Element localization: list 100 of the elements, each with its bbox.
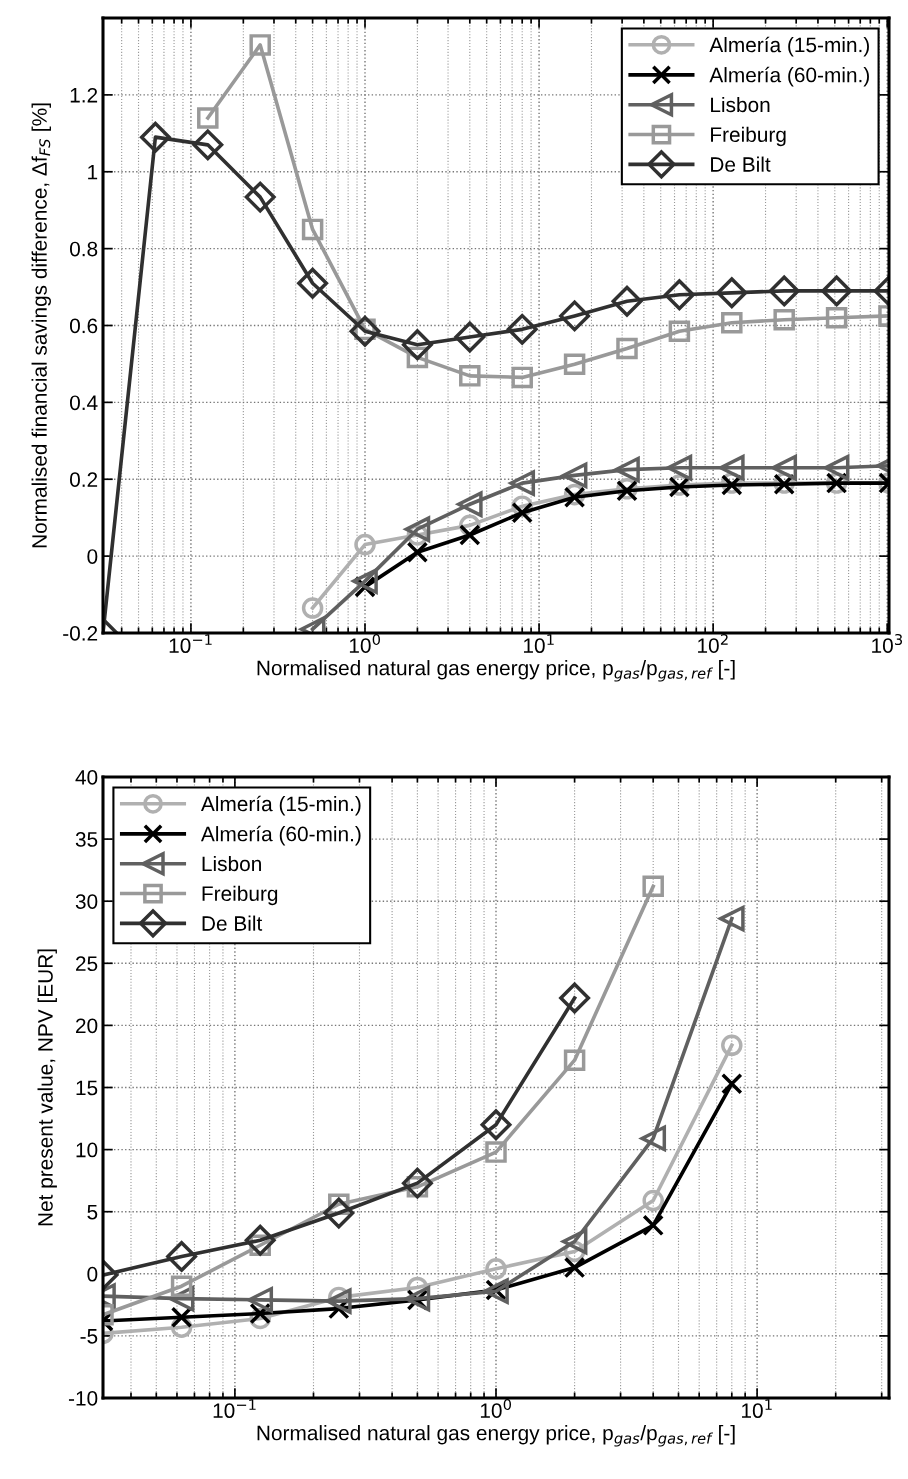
point	[197, 107, 219, 129]
point	[352, 568, 378, 594]
point	[663, 279, 695, 311]
point	[563, 353, 586, 376]
point	[297, 267, 329, 299]
point	[459, 365, 481, 387]
point	[773, 308, 795, 331]
x-tick-label: 10$^{0}$	[480, 1399, 512, 1418]
point	[721, 1073, 743, 1095]
point	[509, 470, 536, 496]
y-tick-label: -5	[80, 1329, 98, 1344]
point	[642, 1214, 664, 1237]
x-tick-label: 10$^{2}$	[698, 634, 728, 653]
point	[511, 501, 533, 524]
point	[511, 366, 533, 389]
point	[166, 1240, 198, 1272]
point	[456, 491, 483, 518]
point	[244, 181, 276, 213]
x-tick-label: 10$^{3}$	[872, 634, 903, 653]
point	[559, 1227, 588, 1256]
point	[823, 454, 850, 481]
y-tick-label: 1.2	[70, 87, 98, 103]
y-tick-label: 0.2	[69, 472, 98, 487]
legend-label: Lisbon	[711, 96, 770, 113]
point	[401, 329, 433, 361]
point	[718, 454, 745, 481]
legend-label: Freiburg	[202, 885, 278, 906]
point	[139, 121, 171, 153]
point	[454, 321, 486, 353]
y-tick-label: 15	[76, 1080, 98, 1096]
y-tick-label: 25	[76, 956, 98, 972]
point	[716, 277, 748, 309]
legend-label: Almería (60-min.)	[709, 66, 869, 87]
point	[401, 1167, 433, 1199]
point	[640, 1125, 667, 1152]
y-tick-label: 35	[75, 832, 98, 847]
point	[244, 1224, 276, 1256]
legend-label: Lisbon	[202, 855, 261, 872]
point	[721, 1034, 743, 1057]
y-tick-label: 10	[76, 1142, 98, 1158]
point	[614, 456, 640, 483]
point	[559, 300, 591, 332]
y-tick-label: 0.4	[69, 395, 98, 411]
point	[249, 34, 271, 56]
point	[559, 461, 588, 490]
point	[768, 275, 800, 307]
y-tick-label: 20	[76, 1018, 98, 1034]
legend-label: Almería (60-min.)	[200, 825, 361, 846]
point	[721, 312, 743, 334]
legend-label: De Bilt	[711, 156, 771, 172]
x-axis-title: Normalised natural gas energy price, p$_{gas}$/p$_{gas,ref}$ [-]	[257, 660, 735, 682]
point	[821, 275, 853, 307]
point	[642, 875, 664, 898]
point	[485, 1141, 507, 1163]
point	[506, 313, 538, 345]
point	[170, 1275, 193, 1297]
y-tick-label: 0.8	[69, 241, 98, 257]
point	[192, 129, 224, 161]
y-tick-label: -0.2	[63, 626, 98, 641]
legend-label: Almería (15-min.)	[200, 795, 361, 816]
legend-label: Almería (15-min.)	[709, 36, 869, 57]
point	[563, 1049, 586, 1071]
point	[459, 524, 481, 546]
y-tick-label: 1	[88, 164, 98, 180]
point	[642, 1189, 664, 1212]
point	[349, 315, 381, 347]
y-tick-label: 0	[87, 1266, 98, 1282]
point	[616, 337, 638, 360]
x-tick-label: 10$^{−1}$	[169, 634, 212, 654]
point	[301, 597, 324, 619]
point	[402, 515, 431, 544]
point	[354, 533, 376, 556]
point	[666, 454, 693, 481]
y-tick-label: 0.6	[69, 318, 98, 334]
legend-label: Freiburg	[711, 126, 786, 147]
x-tick-label: 10$^{1}$	[742, 1399, 772, 1419]
x-tick-label: 10$^{−1}$	[213, 1399, 256, 1419]
point	[559, 982, 591, 1014]
point	[325, 1288, 352, 1314]
point	[771, 454, 798, 481]
point	[247, 1287, 274, 1313]
point	[480, 1109, 512, 1141]
point	[668, 320, 691, 343]
y-tick-label: 40	[75, 770, 98, 785]
point	[611, 285, 643, 317]
point	[301, 218, 324, 241]
y-tick-label: 30	[75, 894, 98, 909]
point	[485, 1258, 507, 1280]
legend-label: De Bilt	[202, 915, 263, 931]
y-axis-title: Normalised financial savings difference, Δf$_{FS}$ [%]	[31, 103, 51, 548]
x-tick-label: 10$^{0}$	[349, 634, 381, 653]
point	[718, 905, 745, 932]
point	[323, 1197, 355, 1229]
y-axis-title: Net present value, NPV [EUR]	[37, 949, 57, 1226]
point	[406, 541, 429, 564]
y-tick-label: -10	[68, 1391, 98, 1406]
x-tick-label: 10$^{1}$	[523, 634, 554, 654]
y-tick-label: 5	[87, 1204, 98, 1220]
point	[563, 1256, 586, 1279]
x-axis-title: Normalised natural gas energy price, p$_{gas}$/p$_{gas,ref}$ [-]	[257, 1425, 735, 1447]
